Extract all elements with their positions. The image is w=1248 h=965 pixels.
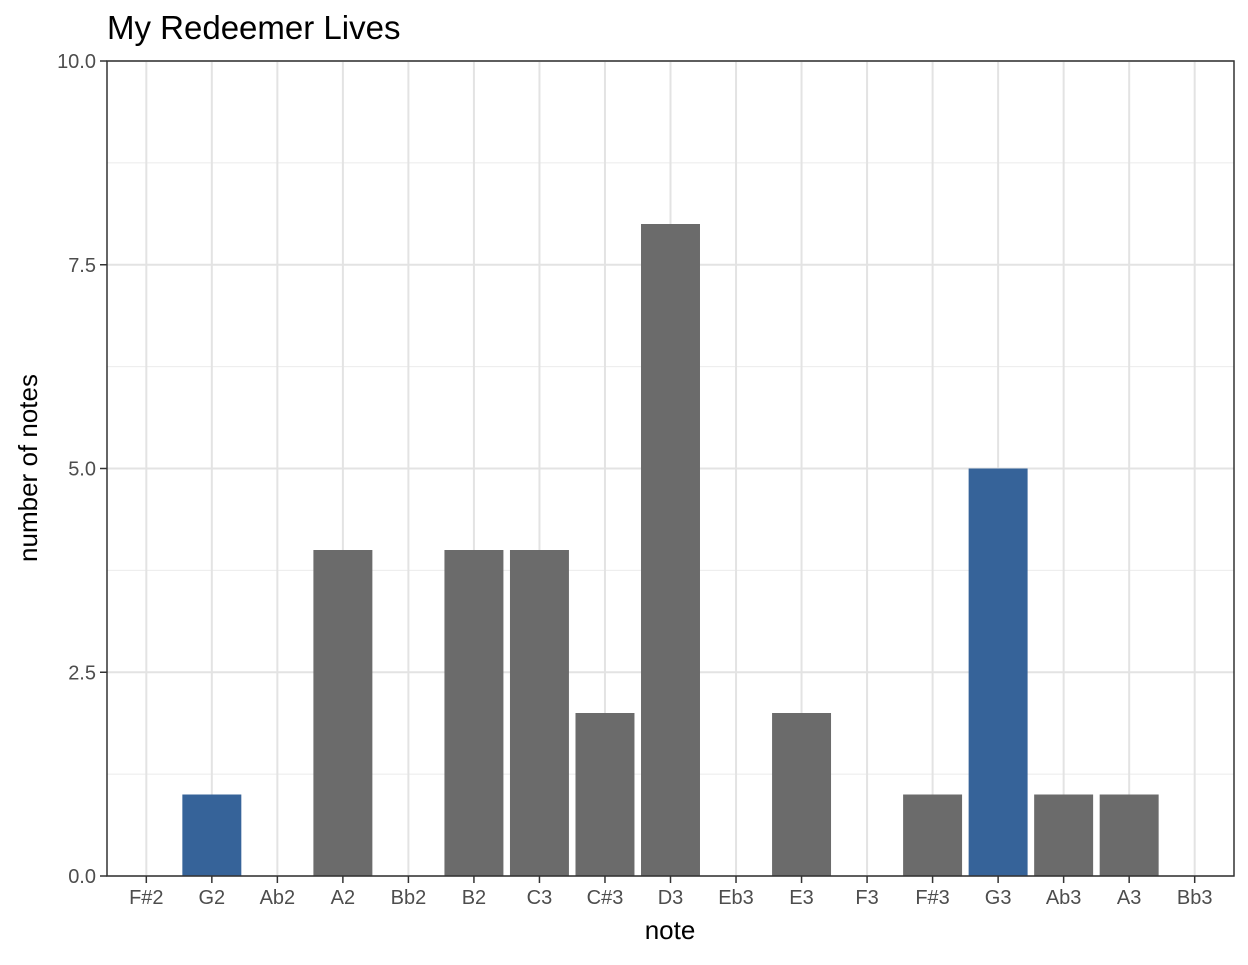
x-tick-label: F#2 [129, 887, 163, 909]
chart-title: My Redeemer Lives [107, 9, 400, 46]
y-axis: 0.0 2.5 5.0 7.5 10.0 [57, 51, 107, 888]
bar-a3 [1099, 794, 1159, 876]
bar-c3 [509, 550, 569, 876]
x-tick-label: G2 [198, 887, 225, 909]
bar-fsharp3 [903, 794, 963, 876]
x-tick-label: Eb3 [718, 887, 754, 909]
bars [182, 224, 1159, 876]
x-tick-label: Bb3 [1177, 887, 1213, 909]
x-tick-label: Ab2 [260, 887, 296, 909]
x-axis: F#2 G2 Ab2 A2 Bb2 B2 C3 C#3 D3 Eb3 E3 F3 F#3 G3 Ab3 A3 B… [129, 876, 1212, 909]
x-tick-label: F#3 [915, 887, 949, 909]
bar-a2 [313, 550, 373, 876]
x-tick-label: A2 [331, 887, 355, 909]
y-axis-title: number of notes [13, 374, 43, 562]
bar-ab3 [1034, 794, 1094, 876]
x-tick-label: C3 [527, 887, 553, 909]
bar-csharp3 [575, 713, 635, 876]
x-tick-label: A3 [1117, 887, 1141, 909]
x-tick-label: D3 [658, 887, 684, 909]
y-tick-label: 7.5 [68, 255, 96, 277]
bar-d3 [641, 224, 700, 876]
y-tick-label: 2.5 [68, 662, 96, 684]
x-tick-label: Bb2 [391, 887, 427, 909]
bar-g2 [182, 794, 242, 876]
y-tick-label: 5.0 [68, 459, 96, 481]
y-tick-label: 0.0 [68, 866, 96, 888]
x-tick-label: B2 [462, 887, 486, 909]
y-tick-label: 10.0 [57, 51, 96, 73]
bar-g3 [968, 468, 1028, 876]
bar-e3 [772, 713, 832, 876]
x-tick-label: F3 [855, 887, 878, 909]
x-tick-label: Ab3 [1046, 887, 1082, 909]
x-axis-title: note [645, 915, 696, 945]
x-tick-label: G3 [985, 887, 1012, 909]
x-tick-label: C#3 [587, 887, 624, 909]
x-tick-label: E3 [789, 887, 813, 909]
bar-b2 [444, 550, 504, 876]
